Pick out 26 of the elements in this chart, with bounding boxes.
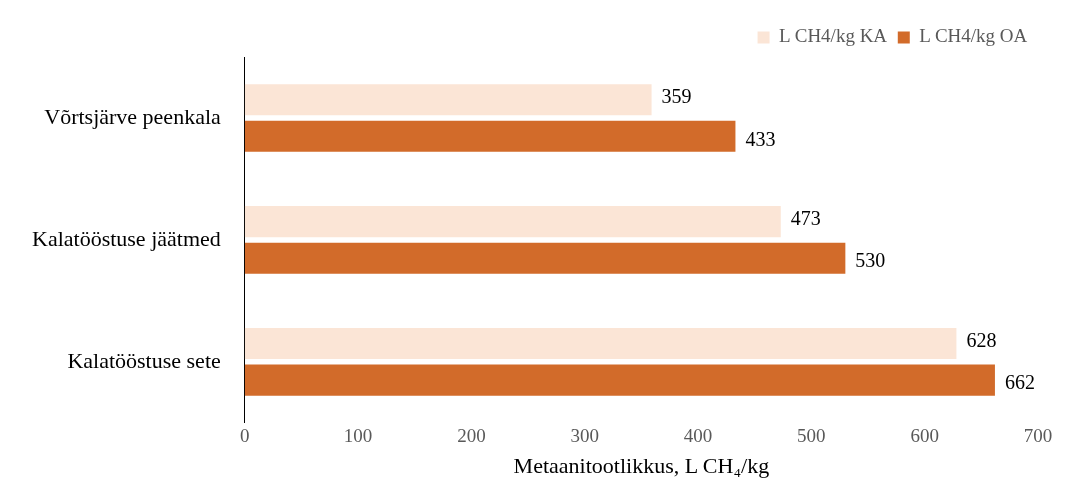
bar [244,120,736,152]
data-label: 473 [790,206,821,229]
x-axis-title: Metaanitootlikkus, L CH₄/kg [513,452,770,478]
x-tick-label: 700 [1023,425,1053,447]
x-tick-label: 200 [457,425,486,447]
x-tick-label: 500 [797,425,826,447]
y-tick-label: Kalatööstuse sete [67,347,221,373]
data-label: 530 [855,249,886,272]
bar [244,328,957,360]
x-tick-label: 400 [683,425,713,447]
bar [244,364,995,396]
bar [244,206,781,238]
y-tick-label: Kalatööstuse jäätmed [31,225,221,251]
x-tick-label: 300 [570,425,599,447]
legend-label: L CH4/kg OA [919,25,1028,47]
data-label: 433 [745,127,776,150]
y-tick-label: Võrtsjärve peenkala [44,103,221,129]
bar [244,242,846,274]
legend-label: L CH4/kg KA [779,25,888,47]
data-label: 628 [966,328,997,351]
x-tick-label: 0 [240,425,250,447]
x-tick-label: 100 [343,425,373,447]
bar [244,84,652,116]
data-label: 359 [661,84,692,107]
x-tick-label: 600 [910,425,939,447]
data-label: 662 [1004,371,1035,394]
